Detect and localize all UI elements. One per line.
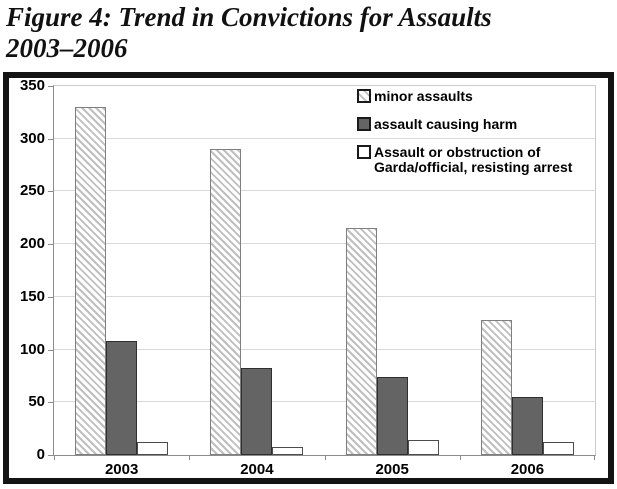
x-axis-label-2004: 2004 xyxy=(240,461,274,478)
y-axis-label-250: 250 xyxy=(19,182,45,200)
y-axis-label-350: 350 xyxy=(19,77,45,94)
bar-assault-causing-harm-2005 xyxy=(376,376,408,455)
y-axis-label-0: 0 xyxy=(36,446,45,463)
x-axis-tick xyxy=(189,455,191,460)
bar-minor-assaults-2003 xyxy=(75,107,107,455)
bar-minor-assaults-2006 xyxy=(480,320,512,455)
y-axis-tick xyxy=(48,296,54,298)
bar-assault-or-obstruction-of-2004 xyxy=(272,446,304,455)
y-axis-tick xyxy=(48,244,54,246)
y-axis-label-300: 300 xyxy=(19,129,45,147)
x-axis-tick xyxy=(459,455,461,460)
y-axis-label-100: 100 xyxy=(19,340,45,358)
gridline-200 xyxy=(54,243,595,245)
x-axis-label-2003: 2003 xyxy=(104,461,139,478)
legend-label: assault causing harm xyxy=(374,117,517,132)
legend-item-assault-or-obstruction-of: Assault or obstruction of Garda/official,… xyxy=(357,145,572,175)
figure-title-line2: 2003–2006 xyxy=(6,33,128,63)
x-axis-tick xyxy=(594,455,595,460)
gridline-300 xyxy=(54,137,595,139)
bar-assault-causing-harm-2003 xyxy=(106,341,138,455)
legend-swatch-icon-assault-or-obstruction-of xyxy=(357,145,371,159)
gridline-150 xyxy=(54,295,595,297)
legend-label-line: minor assaults xyxy=(374,88,473,104)
legend-label-line: assault causing harm xyxy=(374,116,518,132)
figure-title: Figure 4: Trend in Convictions for Assau… xyxy=(6,2,606,64)
bar-assault-causing-harm-2006 xyxy=(511,397,543,455)
y-axis-tick xyxy=(48,191,54,193)
bar-assault-or-obstruction-of-2006 xyxy=(542,442,574,455)
y-axis-label-50: 50 xyxy=(28,393,45,411)
bar-assault-or-obstruction-of-2003 xyxy=(137,442,169,455)
legend-item-minor-assaults: minor assaults xyxy=(357,89,572,104)
legend-label-line: Assault or obstruction of xyxy=(374,144,541,160)
bar-minor-assaults-2004 xyxy=(210,149,242,455)
chart-frame: minor assaults assault causing harm Assaul… xyxy=(3,72,614,484)
x-axis-tick xyxy=(324,455,326,460)
x-axis-tick xyxy=(54,455,55,460)
y-axis-label-200: 200 xyxy=(19,235,45,253)
legend-swatch-icon-assault-causing-harm xyxy=(357,117,371,131)
bar-assault-causing-harm-2004 xyxy=(241,367,273,455)
y-axis-tick xyxy=(48,86,54,87)
y-axis-tick xyxy=(48,138,54,140)
gridline-50 xyxy=(54,401,595,403)
y-axis-tick xyxy=(48,349,54,351)
legend-label: Assault or obstruction of Garda/official,… xyxy=(374,145,572,175)
y-axis-tick xyxy=(48,402,54,404)
gridline-250 xyxy=(54,190,595,192)
gridline-100 xyxy=(54,348,595,350)
x-axis-label-2005: 2005 xyxy=(375,461,409,478)
legend-item-assault-causing-harm: assault causing harm xyxy=(357,117,572,132)
bar-minor-assaults-2005 xyxy=(345,228,377,455)
legend-label-line: Garda/official, resisting arrest xyxy=(374,159,573,175)
x-axis-label-2006: 2006 xyxy=(510,461,545,478)
plot-area: minor assaults assault causing harm Assaul… xyxy=(20,77,596,478)
legend-swatch-icon-minor-assaults xyxy=(357,89,371,103)
legend-label: minor assaults xyxy=(374,89,473,104)
y-axis-label-150: 150 xyxy=(19,287,45,305)
legend: minor assaults assault causing harm Assaul… xyxy=(357,89,572,188)
bar-assault-or-obstruction-of-2005 xyxy=(407,440,439,455)
figure-title-line1: Figure 4: Trend in Convictions for Assau… xyxy=(6,2,492,32)
y-axis-tick xyxy=(48,455,54,456)
